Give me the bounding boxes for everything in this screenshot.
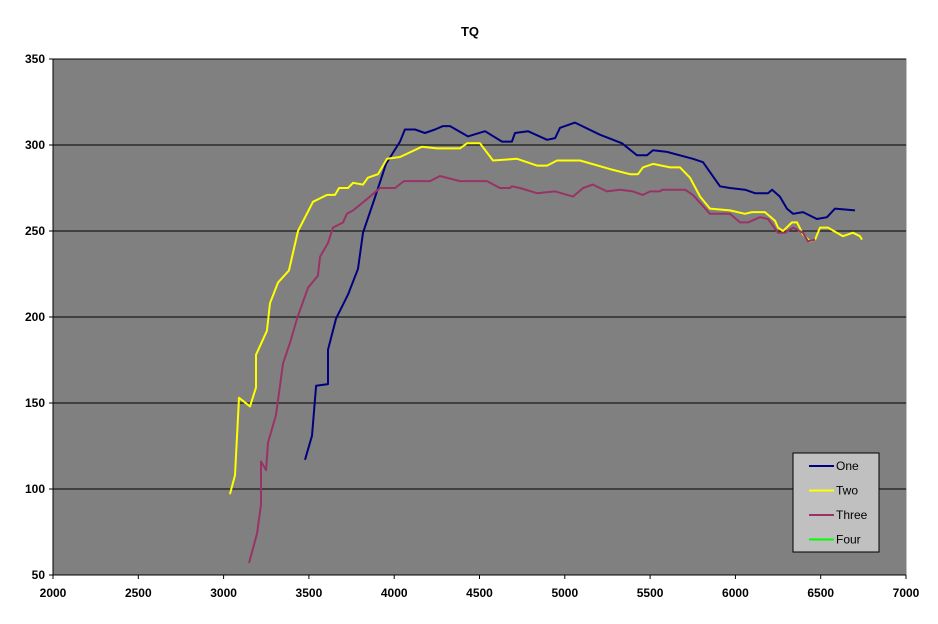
y-tick-label: 250 [25, 224, 45, 238]
x-tick-label: 5500 [637, 586, 664, 600]
x-tick-label: 7000 [893, 586, 920, 600]
chart-title: TQ [461, 24, 479, 39]
y-tick-label: 300 [25, 138, 45, 152]
x-tick-label: 5000 [551, 586, 578, 600]
legend-label: One [836, 459, 859, 473]
series-line-one [304, 121, 856, 461]
y-tick-label: 150 [25, 396, 45, 410]
x-tick-label: 2000 [40, 586, 67, 600]
legend-box [792, 452, 880, 553]
x-tick-label: 6500 [807, 586, 834, 600]
legend-label: Four [836, 533, 861, 547]
x-tick-label: 2500 [125, 586, 152, 600]
legend-label: Three [836, 508, 868, 522]
series-line-two [228, 142, 863, 495]
x-tick-label: 4500 [466, 586, 493, 600]
x-tick-label: 3500 [296, 586, 323, 600]
legend: One Two Three Four [792, 452, 880, 553]
x-tick-label: 4000 [381, 586, 408, 600]
y-tick-label: 50 [32, 568, 46, 582]
y-tick-label: 100 [25, 482, 45, 496]
x-tick-label: 6000 [722, 586, 749, 600]
series-line-three [248, 175, 816, 564]
y-tick-label: 200 [25, 310, 45, 324]
legend-label: Two [836, 484, 858, 498]
y-tick-label: 350 [25, 52, 45, 66]
x-tick-label: 3000 [210, 586, 237, 600]
